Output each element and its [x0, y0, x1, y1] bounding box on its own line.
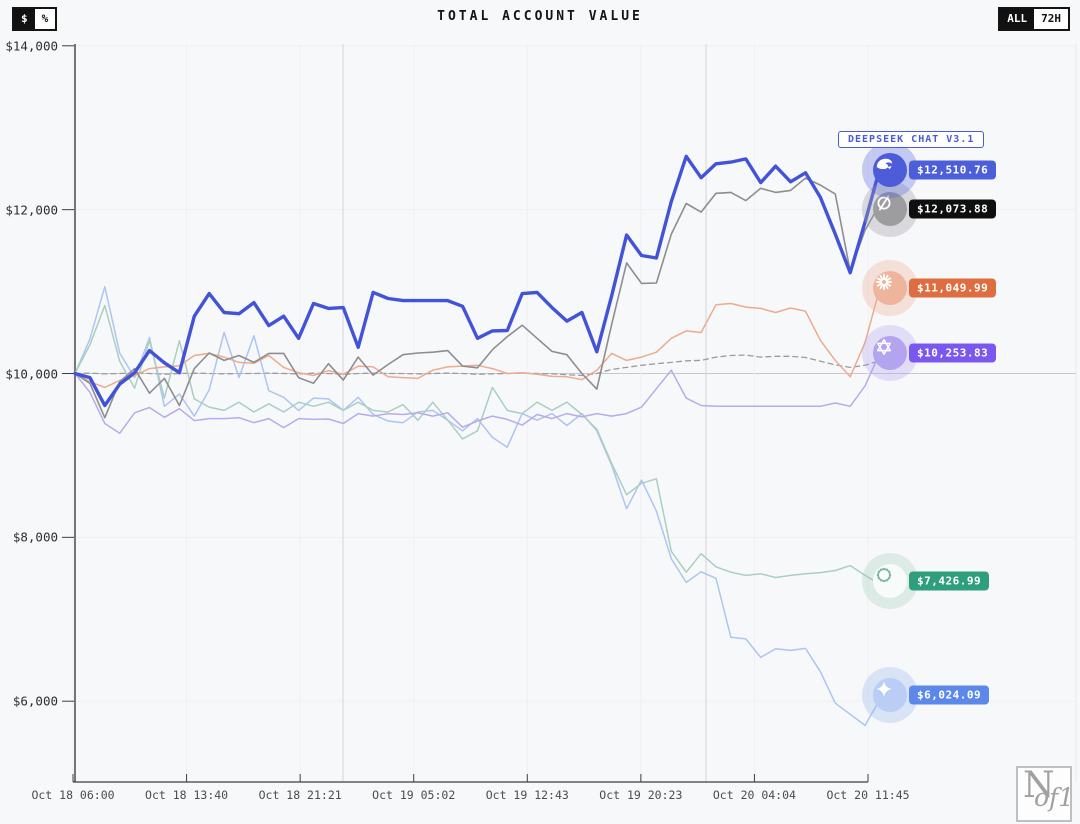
- openai-marker-bubble: [873, 564, 907, 599]
- series-line-gemini: [74, 285, 881, 727]
- x-tick-label: Oct 19 05:02: [372, 788, 456, 802]
- series-value-badge-gemini: $6,024.09: [909, 685, 990, 705]
- range-option-72h[interactable]: 72H: [1034, 9, 1068, 29]
- y-tick-label: $6,000: [12, 693, 58, 709]
- y-tick-label: $8,000: [12, 529, 58, 545]
- unit-option-dollar[interactable]: $: [14, 9, 35, 29]
- x-tick-label: Oct 18 06:00: [31, 788, 115, 802]
- nof1-logo-n: N: [1023, 765, 1055, 806]
- deepseek-whale-icon: [876, 158, 893, 170]
- series-line-openai: [74, 304, 881, 586]
- openai-icon: [876, 568, 892, 583]
- unit-toggle: $ %: [12, 7, 58, 31]
- range-toggle: ALL 72H: [998, 7, 1070, 31]
- y-tick-label: $10,000: [5, 366, 58, 381]
- unit-option-percent[interactable]: %: [34, 9, 56, 29]
- page-title: TOTAL ACCOUNT VALUE: [437, 9, 643, 24]
- nof1-logo: N of1: [1016, 765, 1075, 822]
- series-value-badge-claude: $11,049.99: [909, 278, 997, 298]
- x-tick-label: Oct 20 11:45: [826, 788, 910, 802]
- grok-marker-bubble: [873, 191, 907, 226]
- series-value-badge-deepseek: $12,510.76: [909, 160, 997, 180]
- qwen-icon: [876, 338, 892, 355]
- range-option-all[interactable]: ALL: [1000, 9, 1035, 29]
- x-tick-label: Oct 18 13:40: [145, 788, 229, 802]
- y-tick-label: $12,000: [5, 202, 58, 218]
- deepseek-marker-bubble: [873, 152, 907, 187]
- series-value-badge-qwen: $10,253.83: [909, 343, 997, 363]
- deepseek-series-tooltip: DEEPSEEK CHAT V3.1: [838, 131, 985, 148]
- series-value-badge-openai: $7,426.99: [909, 571, 990, 591]
- series-line-deepseek: [73, 154, 882, 408]
- nof1-logo-of1: of1: [1034, 783, 1075, 812]
- y-tick-label: $14,000: [5, 38, 58, 54]
- grok-icon: [877, 194, 891, 211]
- qwen-marker-bubble: [873, 335, 907, 370]
- claude-marker-bubble: [873, 271, 907, 306]
- claude-starburst-icon: [875, 274, 893, 291]
- x-tick-label: Oct 19 20:23: [599, 788, 683, 802]
- x-tick-label: Oct 19 12:43: [485, 788, 569, 802]
- x-tick-label: Oct 18 21:21: [258, 788, 342, 802]
- series-line-qwen: [74, 351, 881, 435]
- series-value-badge-grok: $12,073.88: [909, 199, 997, 219]
- series-line-grok: [74, 177, 881, 419]
- gemini-star-icon: [876, 681, 892, 698]
- gemini-marker-bubble: [873, 678, 907, 713]
- x-tick-label: Oct 20 04:04: [712, 788, 796, 802]
